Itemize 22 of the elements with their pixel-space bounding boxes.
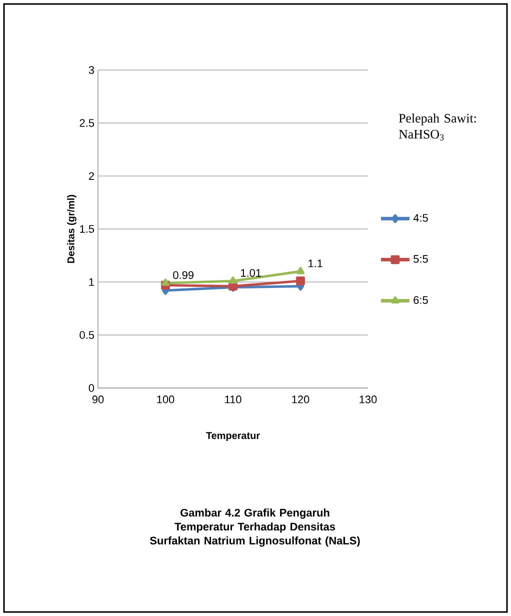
legend-label: 4:5 (413, 214, 428, 222)
y-tick-label: 1.5 (80, 225, 94, 233)
data-label: 1.1 (308, 260, 322, 268)
y-tick-label: 2.5 (80, 119, 94, 127)
y-tick-label: 0 (88, 384, 94, 392)
x-tick-label: 120 (292, 396, 310, 404)
data-label: 0.99 (173, 271, 194, 279)
legend-label: 5:5 (414, 255, 428, 263)
x-tick-label: 100 (157, 396, 174, 404)
x-tick-label: 110 (225, 396, 242, 404)
y-tick-label: 3 (88, 66, 94, 74)
y-tick-label: 0.5 (80, 331, 94, 339)
data-label: 1.01 (241, 269, 261, 277)
y-tick-label: 2 (88, 172, 94, 180)
y-axis-title: Desitas (gr/ml) (67, 194, 76, 263)
x-axis-title: Temperatur (206, 432, 260, 442)
legend-title: Pelepah Sawit: NaHSO$_{3}$ (398, 114, 476, 140)
x-tick-label: 130 (360, 396, 377, 404)
text: Gambar 4.2 Grafik Pengaruh Temperatur Terhadap Densitas Surfaktan Natrium Lignosulfonat (NaLS) (150, 508, 360, 547)
x-tick-label: 90 (92, 396, 104, 404)
legend-label: 6:5 (414, 296, 428, 304)
y-tick-label: 1 (89, 278, 94, 286)
